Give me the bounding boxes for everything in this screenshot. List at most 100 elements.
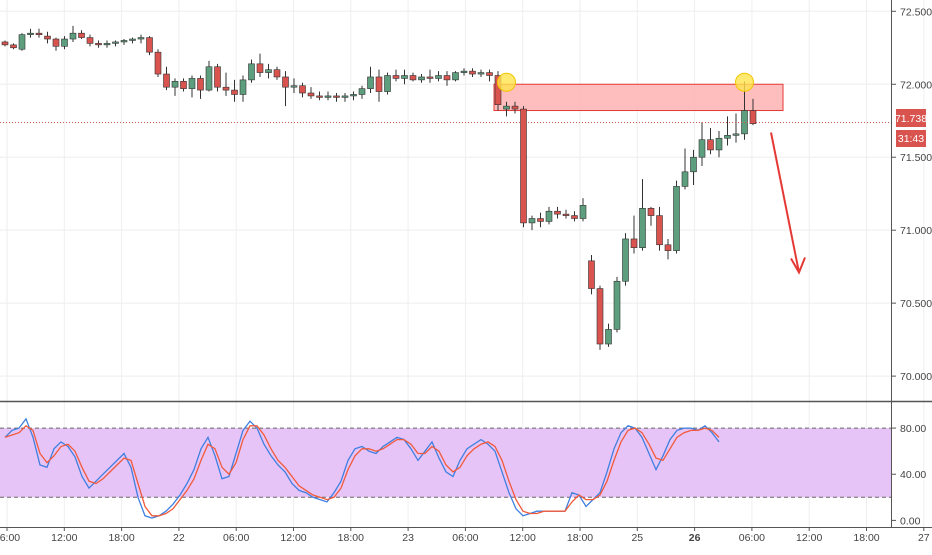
candle — [1, 40, 9, 47]
candle-body — [10, 44, 17, 49]
price-tick-label: 72.500 — [900, 6, 932, 18]
candle — [324, 91, 332, 101]
touch-marker — [497, 72, 516, 92]
candle-body — [205, 66, 213, 91]
stochastic-d-line — [4, 424, 720, 517]
candle-body — [214, 66, 221, 88]
last-price-label: 71.738 — [895, 113, 927, 125]
candle — [358, 85, 366, 99]
candle — [231, 79, 238, 102]
candle — [299, 82, 306, 98]
candle-body — [469, 70, 476, 75]
candle — [664, 238, 672, 260]
price-axis[interactable]: 72.500 72.000 71.500 71.000 70.500 70.000 — [891, 6, 932, 383]
candle — [375, 69, 383, 102]
candle — [477, 69, 485, 77]
candle-body — [248, 63, 255, 81]
candle — [256, 53, 264, 77]
candle — [307, 87, 315, 99]
candle — [749, 98, 757, 126]
candle — [520, 106, 527, 228]
candle — [579, 198, 587, 222]
candle-body — [418, 76, 425, 81]
candle — [333, 93, 340, 102]
candle — [154, 49, 162, 77]
time-tick-label: 23 — [402, 532, 414, 544]
candle-body — [724, 135, 731, 139]
time-tick-label: 18:00 — [567, 532, 593, 544]
candle-body — [384, 75, 391, 92]
resistance-zone — [493, 83, 784, 112]
stochastic-tick-label: 80.00 — [900, 423, 926, 435]
time-tick-label: 06:00 — [223, 532, 249, 544]
candle-body — [341, 95, 349, 98]
price-tick-label: 70.000 — [900, 371, 932, 383]
candle-body — [443, 75, 451, 81]
candle-body — [350, 94, 357, 97]
candle-body — [656, 215, 663, 246]
candle-body — [129, 38, 136, 41]
candle-body — [307, 92, 315, 97]
candle-body — [103, 43, 111, 46]
time-tick-label: 18:00 — [338, 532, 364, 544]
candle — [27, 28, 34, 38]
candle — [588, 254, 595, 295]
candle-body — [78, 32, 85, 38]
candle-body — [588, 260, 595, 289]
candle-body — [486, 72, 493, 76]
candle-body — [375, 76, 383, 92]
candle — [248, 59, 255, 83]
candle-body — [86, 37, 94, 44]
candle-body — [222, 86, 230, 91]
candle-body — [137, 37, 145, 40]
candle — [724, 116, 731, 146]
time-tick-label: 27 — [918, 532, 930, 544]
stochastic-axis[interactable]: 80.00 40.00 0.00 — [891, 423, 926, 527]
time-tick-label: 12:00 — [280, 532, 306, 544]
candle-body — [749, 110, 757, 124]
candle-body — [52, 38, 60, 47]
candle — [562, 209, 570, 219]
candle — [290, 78, 298, 94]
time-tick-label: 06:00 — [452, 532, 478, 544]
candle — [494, 71, 502, 111]
candle — [409, 72, 417, 82]
candle — [86, 34, 94, 47]
arrow-shaft — [770, 132, 800, 273]
candle-body — [95, 43, 102, 46]
candle-body — [401, 75, 408, 79]
candle — [503, 101, 510, 117]
candle-body — [537, 218, 544, 222]
candle-body — [707, 139, 714, 151]
candle-body — [460, 70, 468, 73]
candle-body — [392, 75, 400, 79]
candle — [239, 75, 247, 102]
candle-body — [231, 89, 238, 95]
candle-body — [579, 205, 587, 219]
candle-body — [171, 81, 179, 88]
candle — [95, 40, 102, 48]
stochastic-k-line — [4, 417, 720, 519]
candle — [460, 68, 468, 76]
candle — [367, 66, 374, 94]
candle-body — [622, 238, 629, 282]
candle-body — [163, 73, 170, 88]
candle — [596, 285, 604, 350]
candle — [197, 75, 204, 99]
candle-body — [188, 78, 196, 89]
candle — [469, 68, 476, 77]
touch-marker — [735, 72, 754, 92]
candle — [435, 71, 442, 82]
candle-body — [316, 95, 323, 98]
stochastic-tick-label: 0.00 — [900, 515, 921, 527]
candle — [222, 72, 230, 96]
candle — [52, 37, 60, 51]
candle-body — [698, 139, 706, 158]
candle — [180, 78, 187, 92]
candle — [61, 36, 68, 50]
candle — [350, 91, 357, 101]
candle — [511, 101, 519, 114]
time-axis[interactable]: 06:00 12:00 18:00 22 06:00 12:00 18:00 23 06:00 1… — [0, 527, 930, 544]
